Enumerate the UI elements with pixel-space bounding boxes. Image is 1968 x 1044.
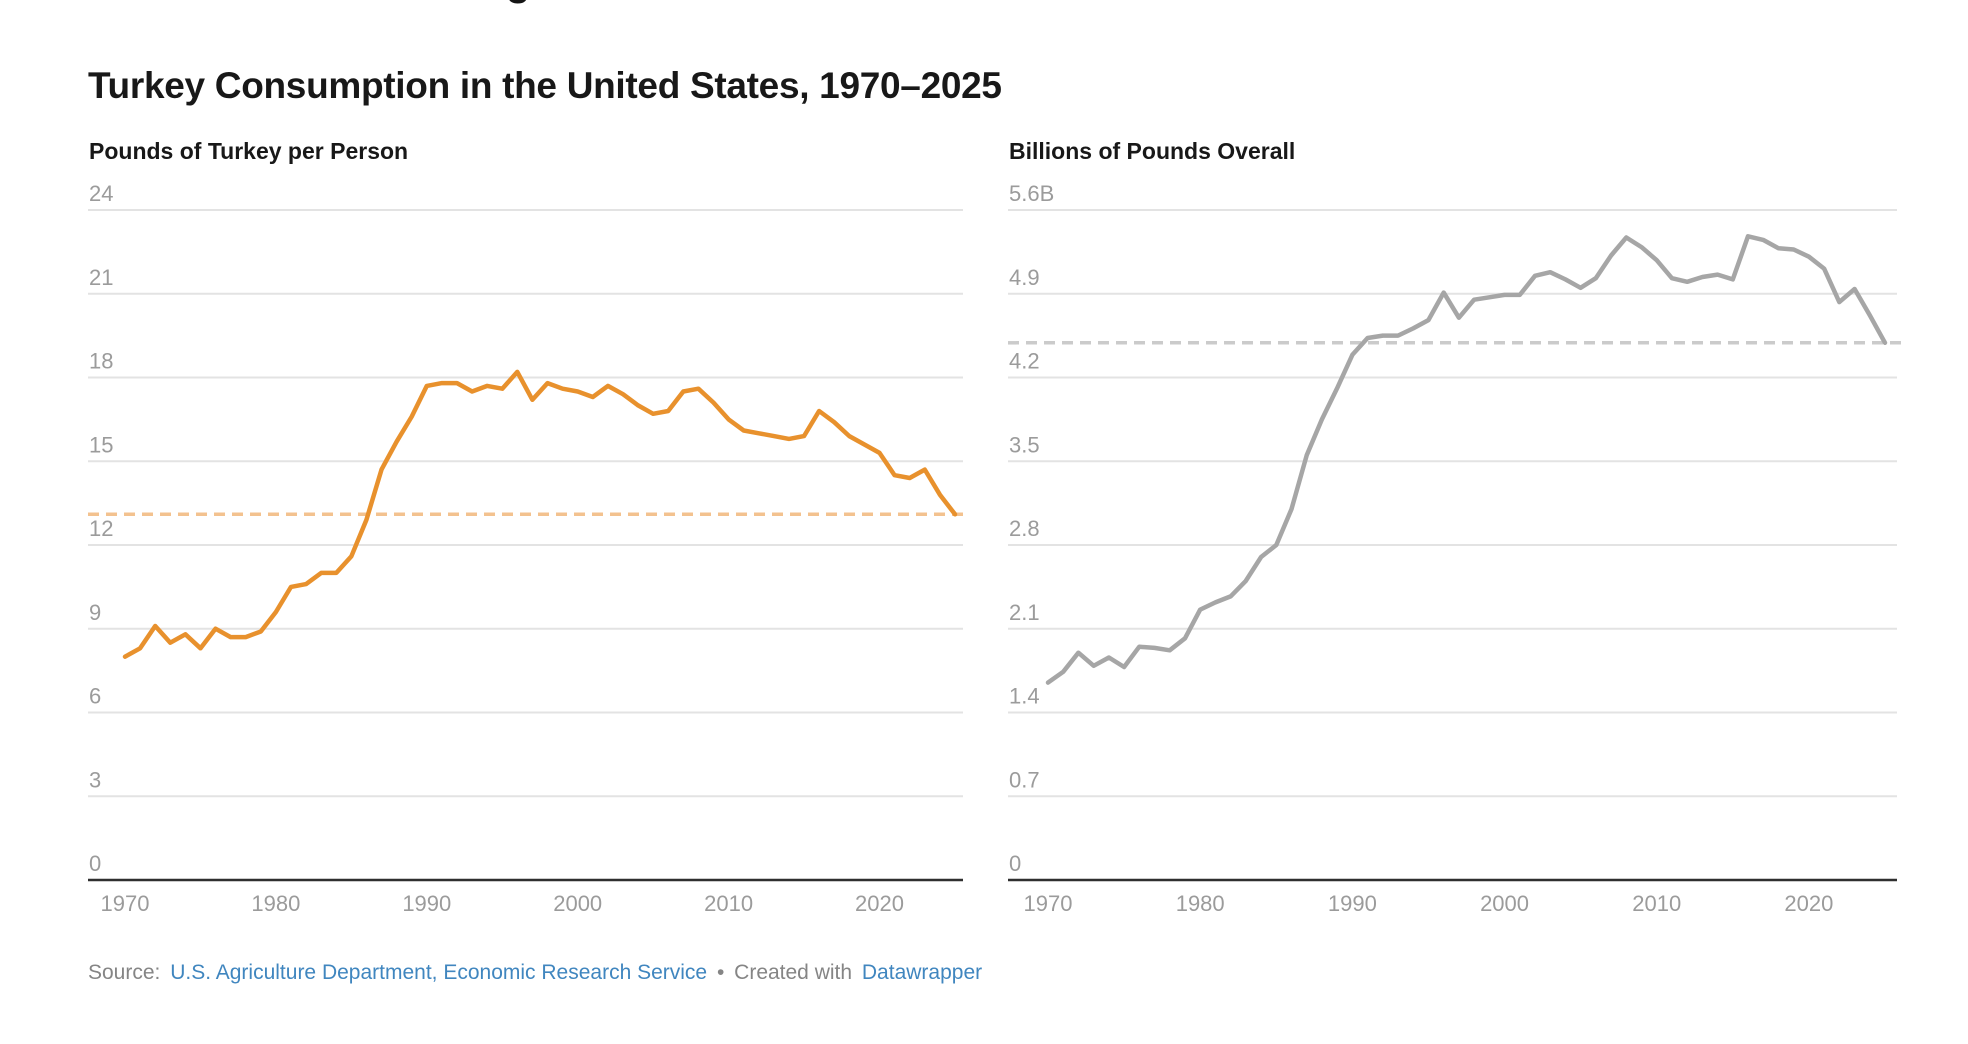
left-chart-per-person: Pounds of Turkey per Person 24 21 18 15 12 9 6…	[88, 130, 968, 930]
y-axis-tick-label: 3.5	[1009, 432, 1040, 457]
data-series-line	[122, 369, 958, 659]
y-axis-tick-label: 21	[89, 265, 113, 290]
source-label: Source:	[88, 961, 161, 984]
y-axis-tick-label: 2.8	[1009, 516, 1040, 541]
right-chart-overall: Billions of Pounds Overall 5.6B 4.9 4.2 3.5…	[1008, 130, 1910, 930]
x-axis-tick-label: 2000	[1480, 891, 1529, 916]
bullet-separator: •	[716, 961, 725, 984]
page-title: Turkey Consumption in the United States,…	[88, 64, 1002, 106]
clipped-text-fragment: g	[506, 0, 530, 5]
data-series-line	[1045, 234, 1888, 685]
y-axis-tick-label: 1.4	[1009, 684, 1040, 709]
y-axis-tick-label: 4.9	[1009, 265, 1040, 290]
footer-attribution: Source: U.S. Agriculture Department, Eco…	[88, 961, 986, 985]
y-axis-tick-label: 24	[89, 181, 113, 206]
y-axis-tick-label: 15	[89, 432, 113, 457]
source-link[interactable]: U.S. Agriculture Department, Economic Re…	[170, 961, 708, 984]
y-axis-tick-label: 3	[89, 767, 101, 792]
left-chart-title: Pounds of Turkey per Person	[89, 138, 409, 164]
right-chart-title: Billions of Pounds Overall	[1009, 138, 1296, 164]
y-axis-tick-label: 12	[89, 516, 113, 541]
y-axis-tick-label: 2.1	[1009, 600, 1040, 625]
y-axis-tick-label: 9	[89, 600, 101, 625]
x-axis-tick-label: 2020	[1784, 891, 1833, 916]
x-axis-tick-label: 2000	[553, 891, 602, 916]
y-axis-tick-label: 4.2	[1009, 349, 1040, 374]
x-axis-tick-label: 1980	[1176, 891, 1225, 916]
y-axis-tick-label: 6	[89, 684, 101, 709]
x-axis-tick-label: 2020	[855, 891, 904, 916]
created-with-label: Created with	[734, 961, 853, 984]
x-axis-tick-label: 2010	[1632, 891, 1681, 916]
y-axis-tick-label: 18	[89, 349, 113, 374]
y-axis-tick-label: 0	[1009, 851, 1021, 876]
x-axis-tick-label: 1990	[402, 891, 451, 916]
y-axis-tick-label: 5.6B	[1009, 181, 1054, 206]
x-axis-tick-label: 1980	[251, 891, 300, 916]
x-axis-tick-label: 1970	[101, 891, 150, 916]
datawrapper-link[interactable]: Datawrapper	[861, 961, 983, 984]
x-axis-tick-label: 2010	[704, 891, 753, 916]
x-axis-tick-label: 1990	[1328, 891, 1377, 916]
x-axis-tick-label: 1970	[1024, 891, 1073, 916]
y-axis-tick-label: 0.7	[1009, 767, 1040, 792]
y-axis-tick-label: 0	[89, 851, 101, 876]
